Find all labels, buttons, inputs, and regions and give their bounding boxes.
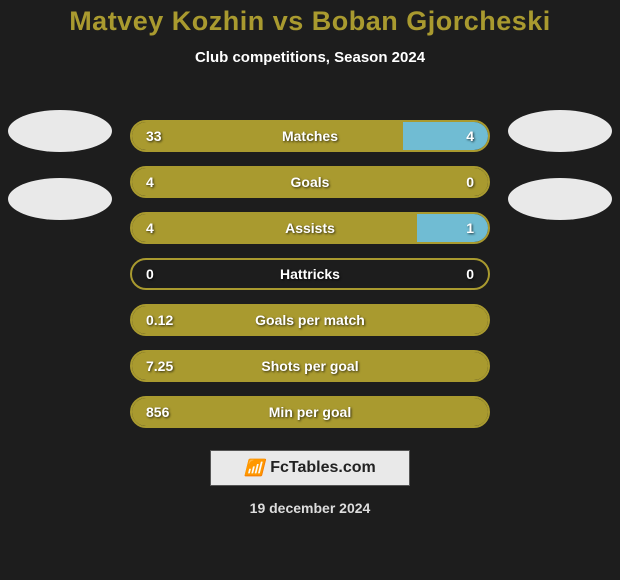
stat-value-left: 4 — [146, 220, 206, 236]
page-title: Matvey Kozhin vs Boban Gjorcheski — [0, 0, 620, 37]
stat-label: Goals — [206, 174, 414, 190]
stat-label: Matches — [206, 128, 414, 144]
stat-label: Assists — [206, 220, 414, 236]
stat-value-left: 856 — [146, 404, 206, 420]
stat-value-right: 0 — [414, 266, 474, 282]
stat-label: Shots per goal — [206, 358, 414, 374]
stat-value-left: 0 — [146, 266, 206, 282]
page-subtitle: Club competitions, Season 2024 — [0, 49, 620, 66]
stat-value-right: 4 — [414, 128, 474, 144]
stat-value-left: 7.25 — [146, 358, 206, 374]
stat-value-right: 0 — [414, 174, 474, 190]
stat-label: Hattricks — [206, 266, 414, 282]
content: Matvey Kozhin vs Boban Gjorcheski Club c… — [0, 0, 620, 66]
stat-row: 4Assists1 — [130, 212, 490, 244]
stat-label: Min per goal — [206, 404, 414, 420]
stat-row: 4Goals0 — [130, 166, 490, 198]
stat-value-left: 4 — [146, 174, 206, 190]
site-logo-text: FcTables.com — [270, 459, 376, 477]
stat-value-left: 33 — [146, 128, 206, 144]
stat-row: 7.25Shots per goal — [130, 350, 490, 382]
stat-row: 856Min per goal — [130, 396, 490, 428]
site-logo[interactable]: 📶 FcTables.com — [210, 450, 410, 486]
snapshot-date: 19 december 2024 — [0, 500, 620, 516]
stat-row: 33Matches4 — [130, 120, 490, 152]
stat-row: 0Hattricks0 — [130, 258, 490, 290]
chart-icon: 📶 — [244, 458, 264, 478]
stat-row: 0.12Goals per match — [130, 304, 490, 336]
comparison-bars: 33Matches44Goals04Assists10Hattricks00.1… — [130, 120, 490, 428]
stat-value-left: 0.12 — [146, 312, 206, 328]
stat-value-right: 1 — [414, 220, 474, 236]
stat-label: Goals per match — [206, 312, 414, 328]
